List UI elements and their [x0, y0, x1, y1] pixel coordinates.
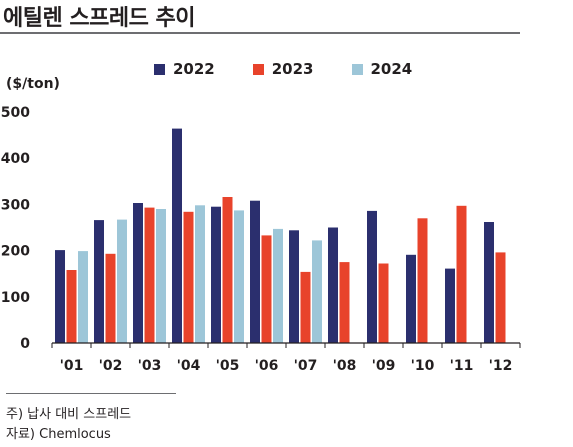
bar-2023 — [105, 253, 116, 343]
bar-2023 — [456, 205, 467, 343]
x-tick-label: '08 — [333, 358, 357, 374]
legend-swatch-2024 — [351, 63, 363, 75]
x-tick-label: '03 — [138, 358, 162, 374]
bar-2022 — [406, 254, 416, 343]
bar-2024 — [156, 209, 166, 343]
bar-2022 — [250, 200, 260, 343]
bar-2024 — [273, 228, 283, 343]
legend-swatch-2022 — [154, 63, 165, 75]
bar-2023 — [495, 252, 506, 343]
x-tick-label: '10 — [411, 358, 435, 374]
title-divider — [0, 32, 520, 34]
bar-2023 — [183, 211, 194, 343]
footnote-source: 자료) Chemlocus — [6, 427, 111, 442]
y-tick-label: 200 — [1, 244, 30, 260]
bar-2022 — [133, 203, 143, 343]
x-tick-label: '09 — [372, 358, 396, 374]
legend-label-2023: 2023 — [271, 60, 314, 78]
x-tick-label: '06 — [255, 358, 279, 374]
legend-item-2024: 2024 — [351, 60, 413, 78]
x-tick-label: '02 — [99, 358, 123, 374]
bar-2024 — [312, 240, 322, 343]
bar-2022 — [445, 268, 455, 343]
y-tick-label: 0 — [20, 336, 30, 352]
y-tick-label: 100 — [1, 290, 30, 306]
bar-2022 — [211, 206, 221, 343]
bar-2023 — [300, 271, 311, 343]
footnote-note: 주) 납사 대비 스프레드 — [6, 407, 132, 422]
bar-2022 — [55, 250, 65, 343]
bar-2023 — [339, 262, 350, 343]
bar-2024 — [117, 219, 127, 343]
legend-item-2023: 2023 — [252, 60, 314, 78]
bar-2022 — [484, 222, 494, 343]
bar-2023 — [66, 270, 77, 343]
bar-2024 — [195, 205, 205, 343]
bar-2022 — [172, 128, 182, 343]
x-tick-label: '12 — [489, 358, 513, 374]
footnote-divider — [6, 393, 176, 394]
x-tick-label: '05 — [216, 358, 240, 374]
x-tick-label: '01 — [60, 358, 84, 374]
bar-2023 — [222, 197, 233, 343]
bar-2024 — [78, 251, 88, 343]
bar-2023 — [378, 263, 389, 343]
y-tick-label: 300 — [1, 197, 30, 213]
y-tick-label: 400 — [1, 151, 30, 167]
x-tick-label: '07 — [294, 358, 318, 374]
bar-2024 — [234, 210, 244, 343]
bar-2022 — [94, 220, 104, 343]
bar-2022 — [328, 227, 338, 343]
y-axis-unit-label: ($/ton) — [6, 76, 60, 92]
x-tick-label: '11 — [450, 358, 474, 374]
chart-title: 에틸렌 스프레드 추이 — [3, 6, 195, 31]
bar-2022 — [367, 210, 377, 343]
legend-swatch-2023 — [252, 63, 264, 75]
legend-item-2022: 2022 — [154, 60, 215, 78]
bar-2023 — [144, 207, 155, 343]
bar-2023 — [261, 235, 272, 343]
chart-legend: 2022 2023 2024 — [154, 60, 412, 78]
legend-label-2022: 2022 — [173, 60, 215, 78]
bar-2022 — [289, 230, 299, 343]
bar-2023 — [417, 218, 428, 343]
y-tick-label: 500 — [1, 105, 30, 121]
legend-label-2024: 2024 — [370, 60, 413, 78]
x-tick-label: '04 — [177, 358, 201, 374]
